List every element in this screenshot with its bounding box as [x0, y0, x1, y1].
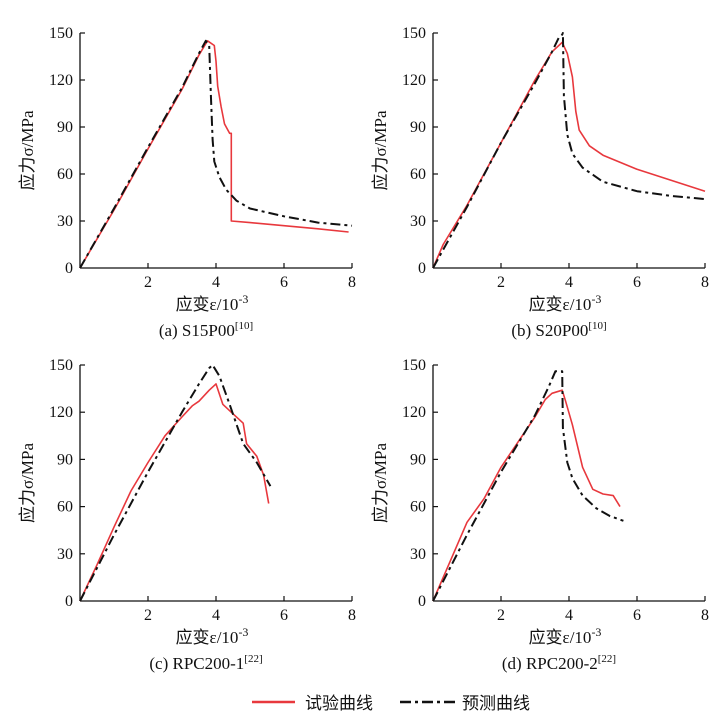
panel-caption: (c) RPC200-1[22]	[149, 653, 262, 673]
y-tick-label: 150	[49, 25, 73, 42]
x-axis-label: 应变ε/10-3	[176, 625, 249, 647]
panel-caption-text: (c) RPC200-1	[149, 654, 244, 673]
origin-label: 0	[65, 260, 73, 277]
legend-pred-label: 预测曲线	[462, 694, 530, 713]
y-tick-label: 150	[49, 357, 73, 374]
panel-caption-text: (b) S20P00	[511, 321, 588, 340]
x-axis-label-main: 应变ε/10	[529, 295, 592, 314]
chart-panel-0: 2 4 6 8 30 60 90 120 150 0 应变ε/10-3 应力σ/MPa (a) S15P…	[18, 25, 356, 340]
y-tick-label: 120	[49, 404, 73, 421]
y-tick-label: 90	[57, 119, 73, 136]
panel-caption-ref: [22]	[244, 653, 262, 665]
y-tick-label: 30	[410, 213, 426, 230]
chart-panel-1: 2 4 6 8 30 60 90 120 150 0 应变ε/10-3 应力σ/MPa (b) S20P…	[371, 25, 709, 340]
x-axis-label: 应变ε/10-3	[176, 292, 249, 314]
y-tick-label: 60	[57, 166, 73, 183]
y-tick-label: 60	[410, 166, 426, 183]
y-tick-label: 90	[410, 451, 426, 468]
y-tick-label: 120	[49, 72, 73, 89]
x-tick-label: 8	[701, 274, 709, 291]
series-pred-line	[79, 39, 353, 269]
y-tick-label: 150	[402, 25, 426, 42]
series-pred-line	[432, 370, 624, 602]
x-tick-label: 6	[633, 274, 641, 291]
legend-test-label: 试验曲线	[305, 694, 373, 713]
y-axis-label: 应力σ/MPa	[371, 443, 390, 523]
legend: 试验曲线 预测曲线	[252, 694, 530, 713]
y-axis-label: 应力σ/MPa	[371, 110, 390, 190]
chart-panel-3: 2 4 6 8 30 60 90 120 150 0 应变ε/10-3 应力σ/MPa (d) RPC2…	[371, 357, 709, 673]
origin-label: 0	[418, 593, 426, 610]
x-axis-label: 应变ε/10-3	[529, 625, 602, 647]
panel-caption: (d) RPC200-2[22]	[502, 653, 616, 673]
y-tick-label: 60	[57, 499, 73, 516]
y-tick-label: 30	[57, 213, 73, 230]
series-pred-line	[79, 364, 272, 602]
x-tick-label: 4	[212, 607, 220, 624]
chart-panel-2: 2 4 6 8 30 60 90 120 150 0 应变ε/10-3 应力σ/MPa (c) RPC2…	[18, 357, 356, 673]
series-test-line	[79, 39, 349, 269]
panel-caption: (b) S20P00[10]	[511, 320, 606, 340]
y-tick-label: 120	[402, 72, 426, 89]
x-axis-label-main: 应变ε/10	[176, 628, 239, 647]
panel-caption-text: (d) RPC200-2	[502, 654, 598, 673]
origin-label: 0	[418, 260, 426, 277]
y-tick-label: 30	[57, 546, 73, 563]
x-tick-label: 4	[565, 274, 573, 291]
x-tick-label: 4	[565, 607, 573, 624]
panel-caption-ref: [10]	[235, 320, 253, 332]
x-axis-label-main: 应变ε/10	[176, 295, 239, 314]
y-tick-label: 60	[410, 499, 426, 516]
series-test-line	[432, 389, 621, 602]
y-tick-label: 120	[402, 404, 426, 421]
x-tick-label: 6	[633, 607, 641, 624]
series-test-line	[79, 383, 270, 602]
x-tick-label: 4	[212, 274, 220, 291]
y-axis-label: 应力σ/MPa	[18, 443, 37, 523]
x-tick-label: 2	[144, 274, 152, 291]
x-tick-label: 2	[144, 607, 152, 624]
x-axis-label-exp: -3	[591, 292, 601, 306]
x-tick-label: 2	[497, 274, 505, 291]
x-tick-label: 8	[348, 274, 356, 291]
x-axis-label-exp: -3	[238, 625, 248, 639]
x-tick-label: 6	[280, 274, 288, 291]
x-tick-label: 8	[348, 607, 356, 624]
series-pred-line	[432, 32, 706, 269]
y-tick-label: 90	[57, 451, 73, 468]
series-test-line	[432, 41, 706, 269]
x-tick-label: 8	[701, 607, 709, 624]
x-axis-label-exp: -3	[238, 292, 248, 306]
panel-caption-text: (a) S15P00	[159, 321, 235, 340]
y-tick-label: 150	[402, 357, 426, 374]
panel-caption-ref: [10]	[588, 320, 606, 332]
y-tick-label: 30	[410, 546, 426, 563]
y-tick-label: 90	[410, 119, 426, 136]
panel-caption: (a) S15P00[10]	[159, 320, 253, 340]
x-tick-label: 2	[497, 607, 505, 624]
origin-label: 0	[65, 593, 73, 610]
x-axis-label-exp: -3	[591, 625, 601, 639]
x-axis-label-main: 应变ε/10	[529, 628, 592, 647]
x-axis-label: 应变ε/10-3	[529, 292, 602, 314]
panel-caption-ref: [22]	[598, 653, 616, 665]
x-tick-label: 6	[280, 607, 288, 624]
y-axis-label: 应力σ/MPa	[18, 110, 37, 190]
